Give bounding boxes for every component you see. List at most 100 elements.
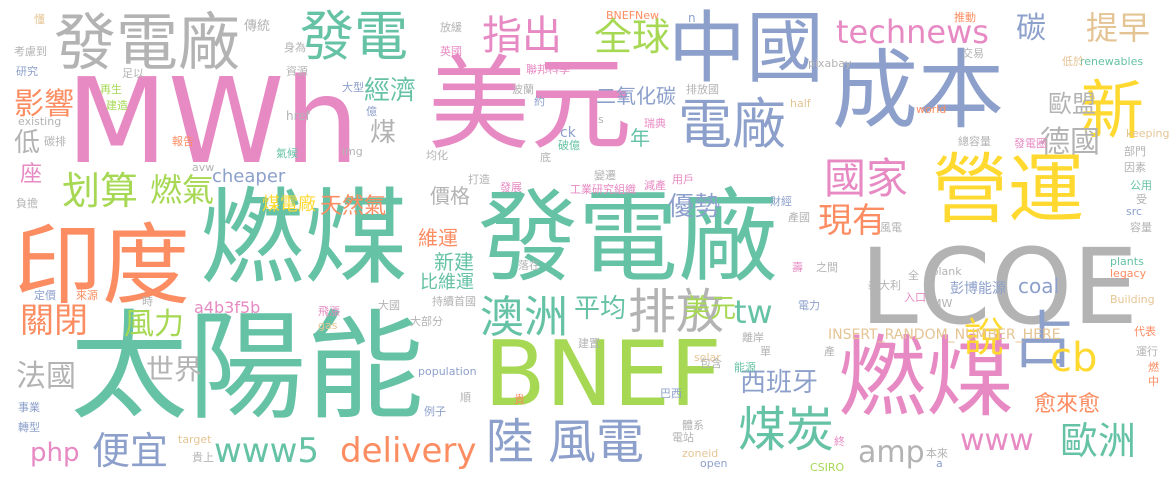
word: 公用: [1130, 179, 1152, 192]
word: 億: [366, 105, 377, 118]
word: 煤電廠: [262, 194, 316, 215]
word: 大型: [342, 81, 364, 94]
word: 之間: [816, 261, 838, 274]
word: 瑞典: [644, 117, 666, 130]
word: 破億: [558, 139, 580, 152]
word: 部門: [1124, 145, 1146, 158]
word: 發電: [300, 5, 408, 68]
word: 指出: [482, 13, 562, 59]
word: 划算: [62, 169, 139, 213]
word: 風電: [548, 414, 645, 470]
word: 足以: [122, 67, 144, 80]
word: 歐盟: [1048, 90, 1096, 118]
word: 發電廠: [478, 179, 778, 296]
word: 現有: [818, 201, 886, 241]
word: 提早: [1086, 9, 1151, 47]
word: _blank: [926, 265, 962, 278]
word: BNEFNew: [606, 9, 660, 22]
word: open: [700, 457, 728, 470]
word: coal: [1018, 274, 1060, 298]
word: 維運: [418, 226, 458, 250]
word: 說: [964, 315, 1004, 361]
word: 低於: [1062, 55, 1084, 68]
word: 建置: [578, 337, 600, 350]
word: n: [688, 11, 696, 25]
word: 陸: [486, 414, 535, 470]
word: 煤: [370, 118, 397, 148]
word: 義大利: [868, 279, 901, 292]
word: 懂: [34, 13, 45, 26]
word: 國家: [824, 154, 909, 203]
word: 報告: [172, 135, 194, 148]
word: 平均: [574, 294, 627, 324]
word: 燃煤: [200, 177, 409, 299]
word: 離岸: [742, 331, 764, 344]
word: 事業: [18, 401, 40, 414]
word: 轉型: [18, 421, 40, 434]
word: 包含: [700, 357, 722, 370]
word: 全球: [594, 15, 671, 59]
word: 太陽能: [70, 298, 425, 436]
word: 再生: [100, 83, 122, 96]
word: 負擔: [16, 197, 38, 210]
word: 美元: [684, 294, 737, 324]
word: 本來: [926, 447, 948, 460]
word: 優勢: [668, 192, 721, 222]
word: 考慮到: [14, 45, 47, 58]
word: 發展: [500, 181, 522, 194]
word: 新: [1080, 75, 1144, 149]
word: 身為: [284, 41, 306, 54]
word: 法國: [16, 359, 76, 394]
word: 低: [14, 128, 41, 158]
word: 新建: [434, 250, 474, 274]
word: 中國: [668, 4, 825, 94]
word: 經濟: [364, 76, 417, 106]
word: ck: [560, 125, 576, 141]
word: 時: [142, 295, 153, 308]
word: 碳排: [44, 135, 66, 148]
word: 成本: [832, 41, 1004, 141]
word: 放緩: [440, 21, 462, 34]
word: 電廠: [678, 93, 786, 156]
word: 彭博能源: [950, 281, 1006, 297]
word: 貴: [514, 393, 525, 406]
word: 比維運: [420, 272, 474, 293]
word: 營運: [932, 145, 1084, 234]
word: 貴上: [192, 451, 214, 464]
word: 占: [1012, 304, 1075, 377]
word: 排放國: [686, 83, 719, 96]
word: a: [936, 457, 943, 470]
word: half: [790, 97, 811, 110]
word: tw: [734, 293, 773, 331]
word: INSERT_RANDOM_NUMBER_HERE: [828, 327, 1061, 343]
word: 財經: [770, 195, 792, 208]
word: gas: [318, 319, 338, 332]
word: avw: [192, 161, 215, 174]
word: 世界: [146, 353, 203, 386]
word: 煤炭: [738, 402, 835, 458]
word: 首國: [454, 295, 476, 308]
word: 終: [834, 435, 845, 448]
word: 排放: [628, 284, 725, 340]
word: 打造: [468, 173, 490, 186]
word: solar: [694, 351, 721, 364]
word: 總容量: [958, 135, 991, 148]
word: LCOE: [860, 226, 1139, 348]
word: 價格: [430, 184, 470, 208]
word: a4b3f5b: [194, 298, 261, 317]
word: 澳洲: [480, 292, 568, 343]
word: www: [960, 423, 1034, 458]
word: 印度: [14, 214, 191, 317]
word: src: [1126, 205, 1143, 218]
word: technews: [836, 13, 989, 51]
word: php: [30, 438, 80, 468]
word: 燃: [1148, 361, 1159, 374]
word: 交易: [962, 47, 984, 60]
word: 產國: [788, 211, 810, 224]
word: 運行: [1136, 345, 1158, 358]
word: 受: [1136, 193, 1147, 206]
word: MWh: [66, 52, 360, 190]
word: 座: [20, 162, 43, 187]
word: cheaper: [212, 166, 286, 187]
word: href: [286, 109, 310, 123]
